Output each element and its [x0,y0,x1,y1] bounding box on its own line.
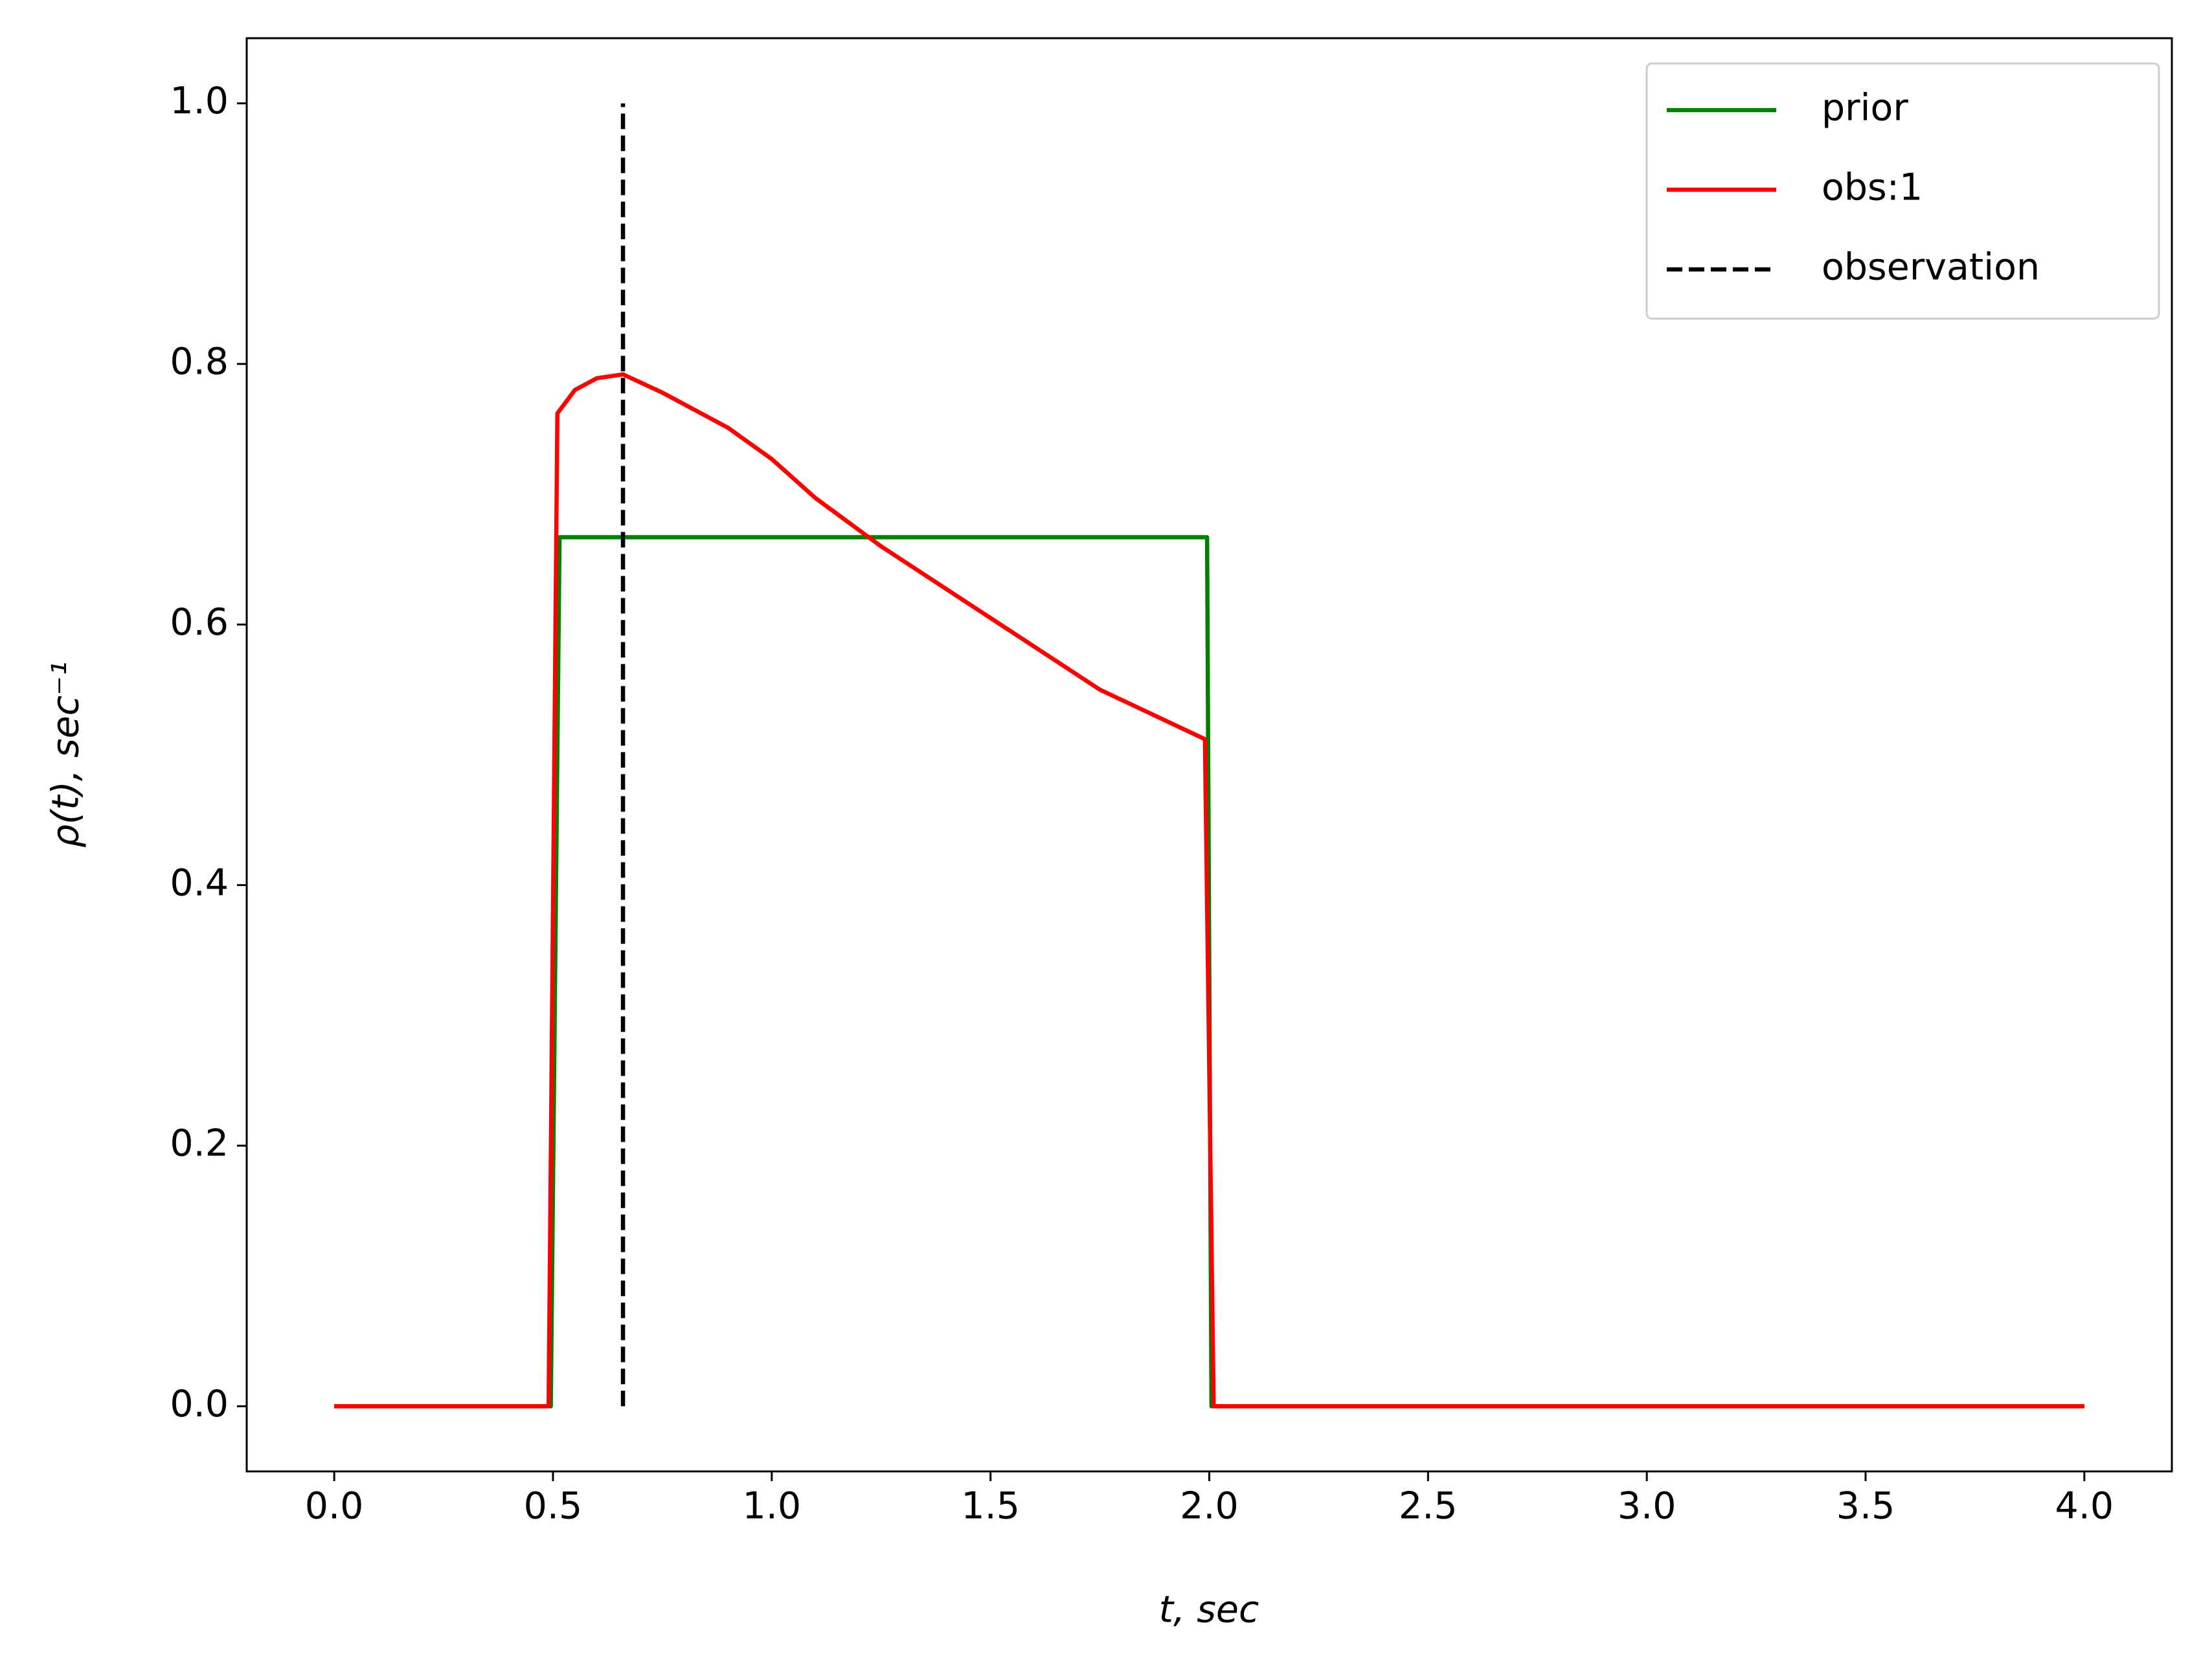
plot-frame [245,37,2173,1473]
series-line [334,372,2084,1409]
legend-label: prior [1822,87,1908,130]
y-tick-label: 0.0 [170,1383,229,1425]
x-tick-label: 1.0 [742,1485,801,1528]
legend-box [1645,62,2160,320]
y-tick-label: 1.0 [170,80,229,122]
y-tick-label: 0.4 [170,861,229,904]
x-tick-label: 1.5 [961,1485,1020,1528]
legend-label: observation [1822,246,2040,289]
x-tick-label: 2.0 [1180,1485,1239,1528]
y-tick-label: 0.6 [170,601,229,644]
x-tick-label: 3.5 [1836,1485,1895,1528]
x-tick-label: 0.5 [524,1485,583,1528]
legend-label: obs:1 [1822,166,1923,209]
x-tick-label: 3.0 [1618,1485,1676,1528]
y-tick-label: 0.8 [170,341,229,383]
y-axis-label: ρ(t), sec⁻¹ [45,661,87,848]
y-tick-label: 0.2 [170,1122,229,1165]
x-tick-label: 4.0 [2055,1485,2114,1528]
x-tick-label: 0.0 [305,1485,364,1528]
x-tick-label: 2.5 [1399,1485,1458,1528]
x-axis-label: t, sec [1159,1589,1259,1631]
